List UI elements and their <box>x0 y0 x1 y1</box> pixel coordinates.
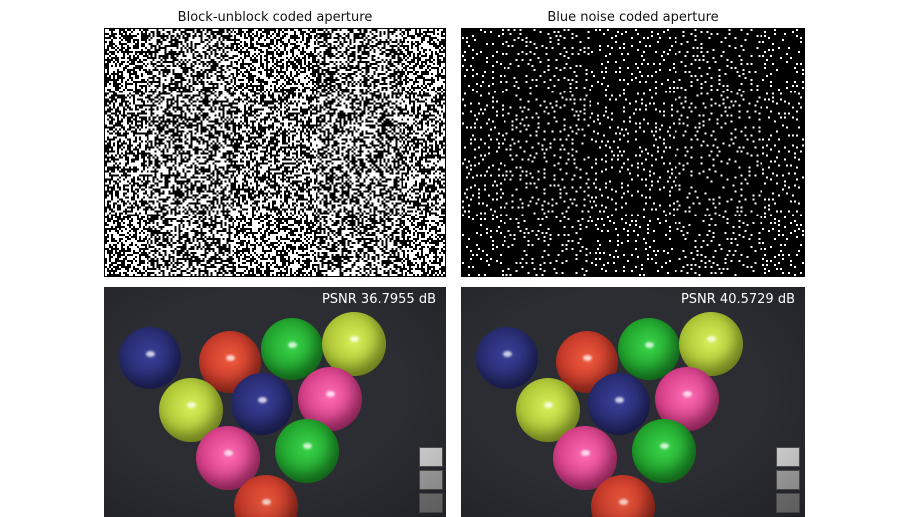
reconstruction-image-left: PSNR 36.7955 dB <box>104 287 446 517</box>
swatch-mid <box>776 470 800 490</box>
psnr-label-left: PSNR 36.7955 dB <box>321 292 436 307</box>
block-unblock-aperture-image <box>104 28 446 277</box>
swatch-dark <box>419 493 443 513</box>
swatch-dark <box>776 493 800 513</box>
title-block-unblock: Block-unblock coded aperture <box>177 10 373 25</box>
title-blue-noise: Blue noise coded aperture <box>547 10 719 25</box>
ball-yellowgreen <box>679 312 743 376</box>
swatch-light <box>419 447 443 467</box>
ball-green <box>261 318 323 380</box>
psnr-label-right: PSNR 40.5729 dB <box>680 292 795 307</box>
ball-blue <box>476 327 538 389</box>
reconstruction-image-right: PSNR 40.5729 dB <box>461 287 805 517</box>
swatch-light <box>776 447 800 467</box>
blue-noise-aperture-image <box>461 28 805 277</box>
ball-yellowgreen <box>322 312 386 376</box>
ball-blue <box>119 327 181 389</box>
ball-green-2 <box>632 419 696 483</box>
swatch-mid <box>419 470 443 490</box>
ball-green <box>618 318 680 380</box>
ball-blue-2 <box>231 373 293 435</box>
ball-green-2 <box>275 419 339 483</box>
ball-blue-2 <box>588 373 650 435</box>
